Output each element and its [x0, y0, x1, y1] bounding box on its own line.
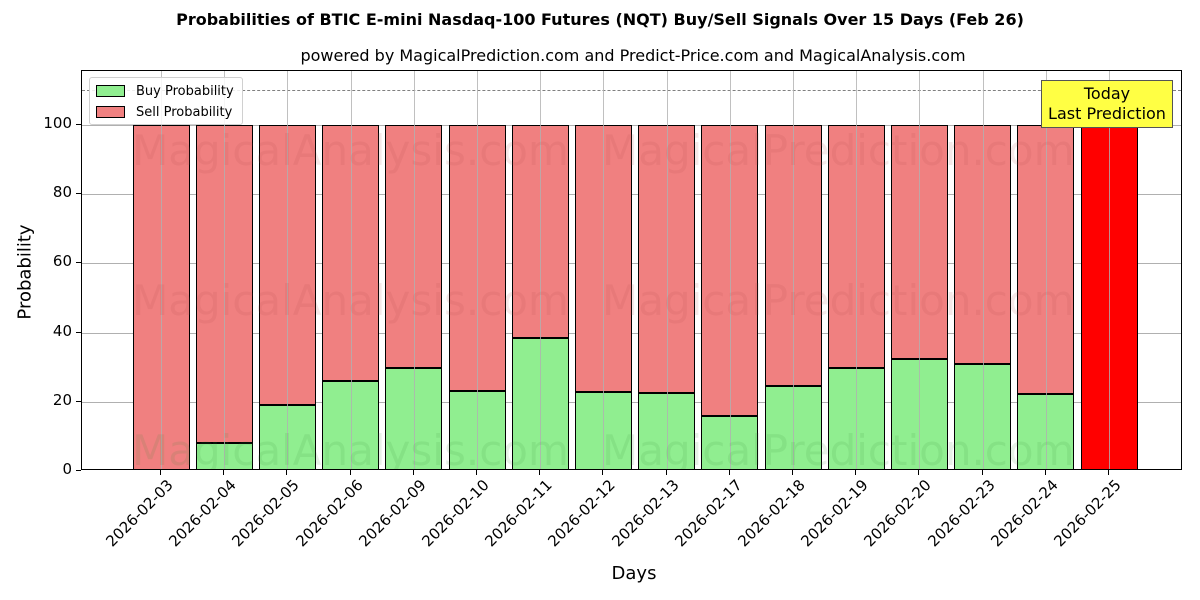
gridline-vertical [287, 71, 289, 469]
x-tick-mark [349, 470, 351, 475]
gridline-vertical [540, 71, 542, 469]
legend-item-buy: Buy Probability [96, 82, 234, 100]
x-tick-label: 2026-02-25 [1050, 476, 1125, 551]
gridline-vertical [603, 71, 605, 469]
reference-line [82, 90, 1181, 91]
x-tick-label: 2026-02-12 [544, 476, 620, 551]
y-tick-mark [76, 400, 81, 402]
x-tick-mark [602, 470, 604, 475]
x-tick-label: 2026-02-17 [671, 476, 746, 551]
x-tick-mark [160, 470, 161, 475]
x-tick-label: 2026-02-19 [797, 476, 872, 551]
x-tick-label: 2026-02-09 [355, 476, 430, 551]
x-tick-label: 2026-02-11 [481, 476, 556, 551]
gridline-vertical [856, 71, 858, 469]
gridline-vertical [224, 71, 226, 469]
x-tick-label: 2026-02-13 [607, 476, 683, 551]
x-tick-mark [855, 470, 857, 475]
y-tick-mark [76, 262, 81, 264]
x-tick-mark [476, 470, 477, 475]
legend-sell-label: Sell Probability [136, 104, 233, 120]
x-tick-mark [792, 470, 793, 475]
x-tick-mark [539, 470, 541, 475]
plot-area: Buy Probability Sell Probability Today L… [81, 70, 1182, 470]
y-tick-mark [76, 470, 81, 471]
x-tick-mark [1044, 470, 1046, 475]
y-tick-label: 80 [52, 183, 72, 202]
x-tick-label: 2026-02-05 [228, 476, 304, 551]
y-axis-label: Probability [14, 224, 36, 320]
today-annotation: Today Last Prediction [1041, 80, 1173, 128]
y-tick-label: 40 [52, 321, 72, 340]
gridline-vertical [161, 71, 162, 469]
gridline-vertical [793, 71, 794, 469]
chart-title: Probabilities of BTIC E-mini Nasdaq-100 … [176, 10, 1024, 29]
legend-buy-label: Buy Probability [136, 83, 234, 99]
x-tick-label: 2026-02-04 [165, 476, 240, 551]
x-tick-label: 2026-02-20 [860, 476, 936, 551]
y-tick-label: 0 [62, 460, 72, 478]
x-tick-label: 2026-02-10 [418, 476, 493, 551]
x-tick-mark [918, 470, 920, 475]
gridline-vertical [477, 71, 478, 469]
y-tick-mark [76, 331, 81, 333]
buy-swatch [96, 85, 125, 97]
x-tick-mark [1108, 470, 1109, 475]
x-tick-mark [223, 470, 225, 475]
x-tick-label: 2026-02-06 [291, 476, 367, 551]
x-tick-label: 2026-02-18 [734, 476, 809, 551]
x-tick-label: 2026-02-03 [102, 476, 177, 551]
gridline-vertical [413, 71, 415, 469]
gridline-vertical [729, 71, 731, 469]
sell-swatch [96, 106, 125, 118]
y-tick-mark [76, 193, 81, 195]
gridline-vertical [1109, 71, 1110, 469]
gridline-vertical [919, 71, 921, 469]
y-tick-label: 60 [52, 252, 72, 271]
gridline-vertical [666, 71, 668, 469]
x-axis-label: Days [611, 563, 657, 584]
gridline-vertical [350, 71, 352, 469]
gridline-vertical [1045, 71, 1047, 469]
x-tick-label: 2026-02-24 [987, 476, 1062, 551]
x-tick-mark [665, 470, 667, 475]
today-annotation-line1: Today [1083, 84, 1131, 103]
x-tick-mark [286, 470, 288, 475]
y-tick-label: 20 [52, 390, 72, 409]
x-tick-mark [412, 470, 414, 475]
legend-item-sell: Sell Probability [96, 103, 232, 121]
y-tick-label: 100 [43, 114, 72, 132]
gridline-vertical [982, 71, 984, 469]
chart-subtitle: powered by MagicalPrediction.com and Pre… [300, 46, 966, 65]
today-annotation-line2: Last Prediction [1048, 104, 1166, 123]
x-tick-label: 2026-02-23 [923, 476, 999, 551]
legend: Buy Probability Sell Probability [89, 77, 243, 125]
x-tick-mark [981, 470, 983, 475]
x-tick-mark [728, 470, 730, 475]
y-tick-mark [76, 124, 81, 125]
